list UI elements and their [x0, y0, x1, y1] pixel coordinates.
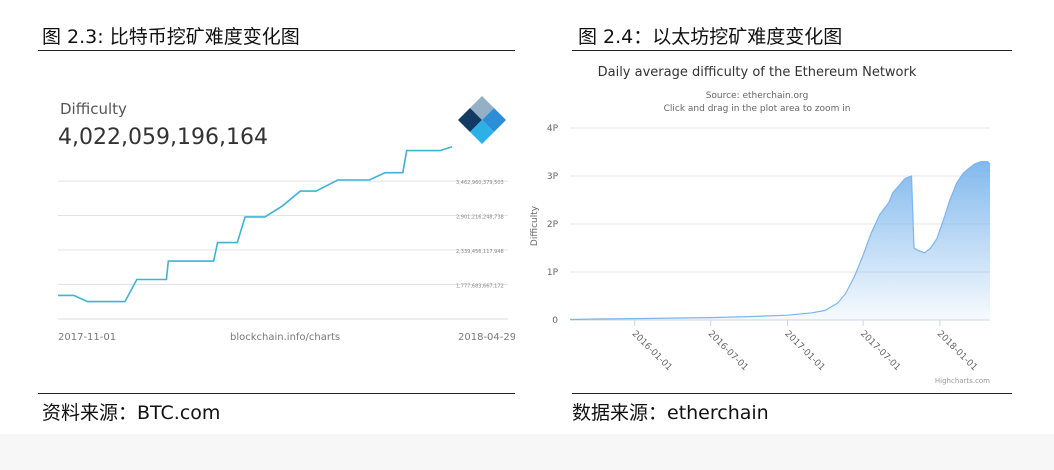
- eth-x-tick-label: 2018-01-01: [935, 329, 979, 373]
- difficulty-current-value: 4,022,059,196,164: [58, 125, 268, 150]
- btc-y-tick-label: 3,462,960,379,503: [456, 180, 504, 186]
- eth-x-ticks: 2016-01-01 2016-07-01 2017-01-01 2017-07-01…: [630, 320, 979, 373]
- eth-difficulty-area: [570, 161, 990, 320]
- btc-y-tick-label: 2,339,456,117,948: [456, 249, 504, 255]
- btc-y-ticks: 3,462,960,379,503 2,901,216,248,738 2,339,…: [456, 180, 504, 289]
- bottom-band: [0, 434, 1054, 470]
- caption-rule-right: [572, 50, 1012, 51]
- eth-x-tick-label: 2016-07-01: [706, 329, 750, 373]
- caption-rule-left: [38, 50, 515, 51]
- eth-chart-subtitle-hint: Click and drag in the plot area to zoom …: [664, 104, 851, 114]
- figure-caption-right: 图 2.4：以太坊挖矿难度变化图: [578, 26, 843, 48]
- source-rule-left: [38, 393, 515, 394]
- eth-x-tick-label: 2017-01-01: [782, 329, 826, 373]
- difficulty-label: Difficulty: [60, 100, 127, 118]
- eth-y-ticks: 0 1P 2P 3P 4P: [547, 124, 559, 326]
- eth-chart-title: Daily average difficulty of the Ethereum…: [598, 65, 917, 80]
- btc-y-tick-label: 2,901,216,248,738: [456, 215, 504, 221]
- eth-y-tick-label: 2P: [547, 220, 559, 230]
- btc-y-tick-label: 1,777,683,667,172: [456, 284, 504, 290]
- eth-x-tick-label: 2016-01-01: [630, 329, 674, 373]
- btc-x-start-label: 2017-11-01: [58, 332, 116, 343]
- eth-y-tick-label: 4P: [547, 124, 559, 134]
- source-rule-right: [572, 393, 1012, 394]
- eth-chart-subtitle-source: Source: etherchain.org: [706, 91, 809, 101]
- eth-difficulty-line: [569, 161, 991, 321]
- source-note-right: 数据来源：etherchain: [572, 402, 769, 424]
- eth-x-tick-label: 2017-07-01: [858, 329, 902, 373]
- btc-difficulty-line: [58, 146, 453, 303]
- highcharts-credit[interactable]: Highcharts.com: [935, 377, 990, 385]
- eth-y-tick-label: 1P: [547, 268, 559, 278]
- eth-y-tick-label: 0: [552, 316, 558, 326]
- bitcoin-difficulty-chart: Difficulty 4,022,059,196,164 3,462,960,3…: [58, 96, 515, 343]
- eth-series: [569, 161, 991, 321]
- btc-x-end-label: 2018-04-29: [458, 332, 515, 343]
- ethereum-difficulty-chart: Daily average difficulty of the Ethereum…: [530, 65, 991, 385]
- btc-series: [58, 146, 453, 303]
- source-note-left: 资料来源：BTC.com: [42, 402, 221, 424]
- eth-y-tick-label: 3P: [547, 172, 559, 182]
- blockchain-cube-logo: [458, 96, 506, 144]
- eth-y-axis-label: Difficulty: [530, 205, 540, 246]
- figure-caption-left: 图 2.3: 比特币挖矿难度变化图: [42, 26, 300, 48]
- btc-credit: blockchain.info/charts: [230, 332, 340, 343]
- btc-gridlines: [58, 180, 508, 286]
